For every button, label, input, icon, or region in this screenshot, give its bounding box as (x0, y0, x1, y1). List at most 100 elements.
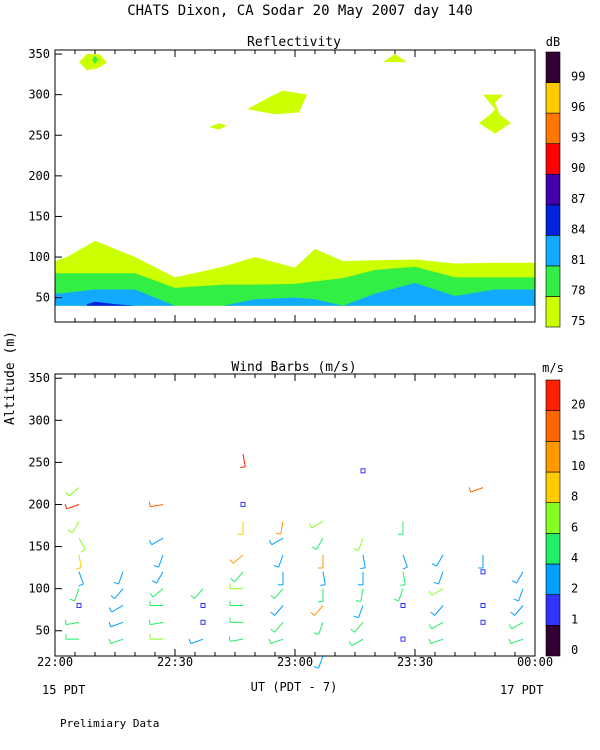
wind-barb-flag (511, 580, 517, 584)
y-tick-label: 50 (36, 291, 50, 305)
wind-calm-marker (200, 619, 206, 625)
wind-barb-flag (151, 580, 157, 584)
wind-barb-flag (353, 548, 359, 551)
wind-barb-flag (353, 615, 359, 619)
wind-barb-staff (470, 487, 484, 493)
colorbar-swatch (545, 51, 561, 83)
y-tick-label: 200 (28, 497, 50, 511)
colorbar-speed-label: 10 (571, 459, 585, 473)
colorbar-swatch (545, 533, 561, 565)
wind-barb-staff (110, 621, 124, 628)
wind-barb-staff (402, 554, 408, 568)
wind-barb-staff (150, 503, 164, 508)
wind-calm-marker (360, 468, 366, 474)
wind-barb-staff (362, 554, 366, 568)
wind-barb-staff (271, 537, 284, 546)
wind-barb-flag (80, 548, 86, 553)
wind-barb-flag (311, 546, 317, 550)
plot-frame (54, 373, 536, 657)
wind-barbs-title: Wind Barbs (m/s) (231, 360, 356, 375)
wind-barb-staff (274, 622, 284, 633)
colorbar-speed-label: 6 (571, 520, 578, 534)
colorbar-speed-label: 2 (571, 582, 578, 596)
x-right-footer: 17 PDT (500, 683, 543, 697)
wind-barb-staff (318, 655, 324, 669)
colorbar-swatch (545, 112, 561, 144)
reflectivity-colorbar: dB 75 78 81 84 87 90 93 96 99 (545, 35, 585, 328)
wind-barb-staff (68, 487, 80, 497)
wind-barb-flag (188, 638, 192, 644)
colorbar-level-label: 81 (571, 253, 585, 267)
colorbar-swatch (545, 625, 561, 657)
wind-barb-staff (274, 605, 284, 616)
wind-barb-flag (190, 595, 195, 599)
colorbar-level-label: 84 (571, 222, 585, 236)
colorbar-speed-label: 0 (571, 643, 578, 657)
wind-barb-flag (350, 628, 355, 633)
y-tick-label: 300 (28, 413, 50, 427)
wind-barbs-plot-area (64, 453, 524, 669)
wind-barb-staff (78, 571, 84, 585)
wind-barb-staff (78, 554, 82, 568)
wind-barb-staff (518, 588, 524, 602)
wind-barb-staff (74, 588, 80, 602)
wind-barb-flag (108, 638, 112, 644)
colorbar-swatch (545, 594, 561, 626)
colorbar-swatch (545, 471, 561, 503)
wind-barb-flag (229, 559, 234, 564)
wind-barb-staff (398, 588, 404, 602)
wind-barb-flag (320, 584, 326, 586)
wind-barb-staff (516, 571, 524, 584)
wind-barb-staff (430, 638, 444, 645)
reflectivity-patch (247, 90, 307, 115)
wind-barb-flag (230, 578, 235, 583)
colorbar-unit-label: dB (546, 35, 560, 49)
reflectivity-plot-area (55, 54, 535, 306)
wind-barb-flag (108, 607, 113, 613)
wind-barb-staff (118, 571, 124, 585)
colorbar-swatch (545, 410, 561, 442)
wind-barb-staff (114, 588, 124, 599)
wind-barb-staff (110, 638, 124, 645)
wind-barb-flag (430, 611, 435, 616)
colorbar-swatch (545, 379, 561, 411)
wind-barb-staff (234, 571, 244, 583)
wind-calm-marker (76, 602, 82, 608)
wind-barb-flag (428, 638, 432, 644)
wind-calm-marker (240, 501, 246, 507)
x-tick-label: 23:00 (277, 655, 313, 669)
wind-barb-staff (311, 520, 324, 529)
colorbar-unit-label: m/s (542, 361, 564, 375)
wind-barb-flag (275, 532, 281, 535)
wind-barb-staff (314, 605, 324, 616)
wind-barb-flag (433, 581, 439, 585)
colorbar-speed-label: 1 (571, 612, 578, 626)
reflectivity-title: Reflectivity (247, 35, 341, 50)
wind-barb-staff (358, 605, 364, 618)
wind-barb-flag (348, 641, 353, 646)
wind-barb-staff (402, 571, 406, 585)
wind-barb-staff (354, 622, 364, 633)
wind-barb-flag (313, 666, 319, 669)
wind-barb-flag (67, 529, 73, 534)
footnote: Prelimiary Data (60, 717, 159, 730)
wind-barb-staff (158, 554, 164, 568)
wind-barb-staff (190, 638, 204, 645)
colorbar-swatch (545, 204, 561, 236)
wind-barb-flag (268, 540, 273, 545)
y-tick-label: 100 (28, 250, 50, 264)
reflectivity-band-81 (55, 283, 535, 306)
wind-barb-flag (240, 466, 246, 469)
wind-barb-flag (313, 632, 319, 636)
wind-barb-staff (358, 537, 364, 551)
wind-barb-flag (108, 621, 112, 627)
reflectivity-patch (92, 55, 98, 64)
reflectivity-panel: Reflectivity 50 100 150 200 250 300 350 dB 75 78… (28, 35, 585, 328)
colorbar-level-label: 96 (571, 100, 585, 114)
wind-barb-flag (148, 619, 151, 625)
wind-barb-staff (511, 621, 524, 630)
wind-barb-staff (242, 453, 246, 467)
wind-barb-flag (393, 598, 399, 602)
y-tick-label: 350 (28, 371, 50, 385)
wind-barb-flag (149, 592, 154, 598)
